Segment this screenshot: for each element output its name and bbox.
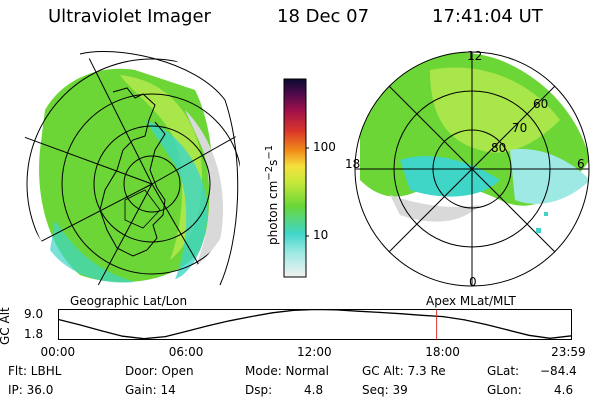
altitude-point <box>357 310 359 312</box>
altitude-x-tick: 00:00 <box>40 345 76 359</box>
geo-coastline <box>99 87 166 257</box>
altitude-point <box>549 337 551 339</box>
geo-coastline-inner <box>124 189 161 229</box>
colorbar-unit-sup1: −2 <box>264 165 275 181</box>
altitude-ymin-label: 1.8 <box>24 327 44 341</box>
altitude-point <box>100 330 102 332</box>
footer-glat-label: GLat: <box>487 364 520 378</box>
altitude-axis-label: GC Alt <box>0 307 12 345</box>
colorbar-unit-s: s <box>266 159 280 166</box>
altitude-point <box>250 316 252 318</box>
footer-glon-value: 4.6 <box>554 383 574 397</box>
altitude-point <box>442 316 444 318</box>
altitude-point <box>186 330 188 332</box>
altitude-point <box>378 311 380 313</box>
altitude-point <box>293 309 295 311</box>
altitude-point <box>399 313 402 315</box>
altitude-point <box>164 336 166 338</box>
polar-grey-region <box>390 195 480 222</box>
colorbar-unit-main: photon cm <box>266 180 280 245</box>
altitude-chart <box>58 309 573 340</box>
magnetic-polar-plot <box>354 51 590 287</box>
mag-panel-label: Apex MLat/MLT <box>426 294 516 308</box>
polar-cyan-region <box>400 156 500 197</box>
footer-gc-alt: GC Alt: 7.3 Re <box>362 364 446 378</box>
geo-meridians <box>25 50 240 290</box>
footer-ip: IP: 36.0 <box>8 383 54 397</box>
altitude-point <box>271 312 273 314</box>
colorbar-tick-100: 100 <box>313 140 336 154</box>
altitude-x-tick: 06:00 <box>168 345 204 359</box>
footer-dsp-label: Dsp: <box>245 383 273 397</box>
altitude-x-tick: 23:59 <box>551 345 586 359</box>
footer-filter: Flt: LBHL <box>8 364 62 378</box>
altitude-point <box>58 318 60 321</box>
geographic-image <box>25 50 240 290</box>
color-bar <box>283 78 309 278</box>
altitude-point <box>485 323 487 326</box>
polar-mlt-0: 0 <box>469 275 477 289</box>
altitude-chart-frame <box>58 309 572 340</box>
altitude-point <box>228 320 231 322</box>
footer-glon-label: GLon: <box>487 383 522 397</box>
geo-frame-arc <box>79 51 239 286</box>
polar-lat-80: 80 <box>491 141 507 155</box>
geo-grey-region <box>185 110 224 285</box>
polar-mlt-6: 6 <box>577 157 585 171</box>
footer-glat-value: −84.4 <box>540 364 577 378</box>
geo-lower-cyan <box>50 220 135 283</box>
geo-panel-label: Geographic Lat/Lon <box>70 294 188 308</box>
altitude-point <box>528 334 530 336</box>
footer-mode: Mode: Normal <box>245 364 329 378</box>
altitude-point <box>314 309 316 311</box>
colorbar-unit-sup2: −1 <box>264 144 275 160</box>
polar-grid <box>354 51 590 287</box>
altitude-point <box>207 325 209 327</box>
altitude-point <box>570 335 573 337</box>
time-label: 17:41:04 UT <box>432 6 543 27</box>
altitude-ymax-label: 9.0 <box>24 307 44 321</box>
footer-seq: Seq: 39 <box>362 383 408 397</box>
colorbar-tick-10: 10 <box>313 228 329 242</box>
altitude-point <box>506 329 508 331</box>
polar-lat-60: 60 <box>533 97 549 111</box>
altitude-x-tick: 18:00 <box>425 345 460 359</box>
altitude-point <box>464 319 466 321</box>
colorbar-unit-label: photon cm−2s−1 <box>264 145 280 245</box>
polar-mlt-18: 18 <box>345 157 361 171</box>
geo-cyan-region <box>145 120 208 280</box>
geo-light-region <box>120 75 202 260</box>
altitude-point <box>122 335 124 337</box>
footer-dsp-value: 4.8 <box>304 383 324 397</box>
altitude-point <box>421 314 423 316</box>
footer-gain: Gain: 14 <box>125 383 176 397</box>
altitude-point <box>143 338 145 340</box>
polar-mlt-12: 12 <box>467 49 483 63</box>
altitude-point <box>79 324 81 326</box>
footer-door: Door: Open <box>125 364 194 378</box>
altitude-point <box>335 309 337 311</box>
polar-lat-70: 70 <box>512 121 528 135</box>
altitude-x-tick: 12:00 <box>297 345 332 359</box>
date-label: 18 Dec 07 <box>277 6 370 27</box>
instrument-title: Ultraviolet Imager <box>48 6 211 27</box>
